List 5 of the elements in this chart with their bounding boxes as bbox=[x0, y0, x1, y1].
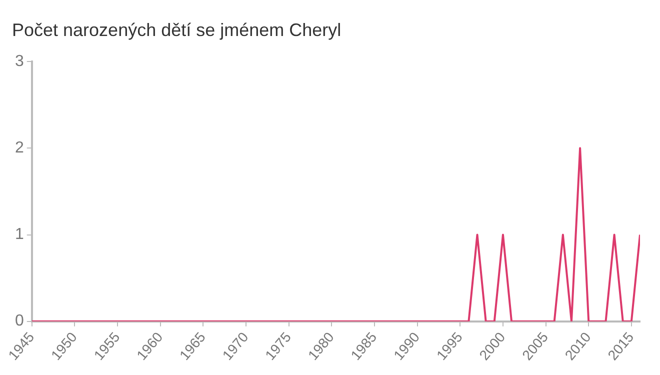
y-tick-label: 3 bbox=[14, 53, 24, 70]
chart-title: Počet narozených dětí se jménem Cheryl bbox=[12, 20, 342, 40]
y-tick-label: 2 bbox=[14, 140, 24, 157]
y-tick-label: 1 bbox=[14, 226, 24, 244]
y-tick-label: 0 bbox=[14, 312, 24, 330]
